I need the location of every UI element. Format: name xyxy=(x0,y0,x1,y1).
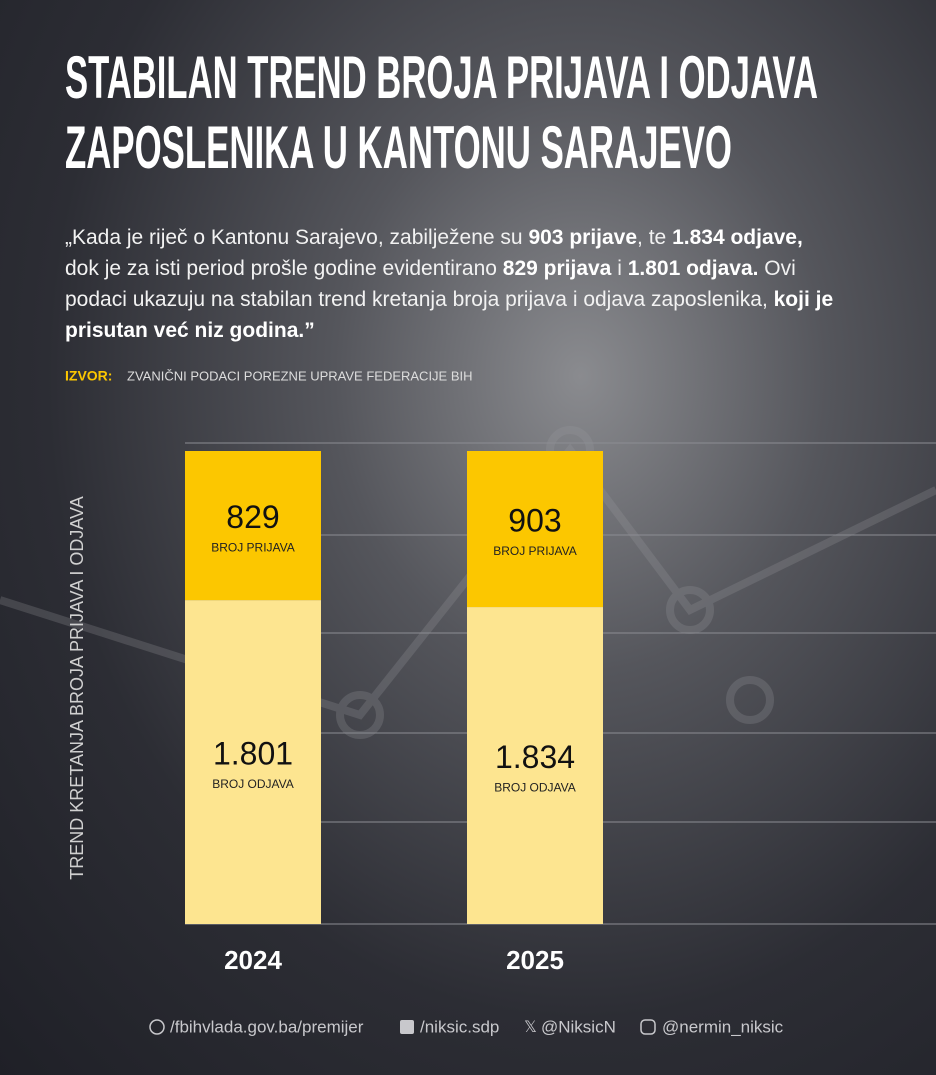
x-icon: 𝕏 xyxy=(524,1019,537,1036)
value-label: 1.801 xyxy=(213,736,293,772)
instagram-icon xyxy=(640,1019,656,1035)
bar-segment xyxy=(467,451,603,608)
footer-link: /niksic.sdp xyxy=(420,1017,499,1036)
series-label: BROJ ODJAVA xyxy=(494,781,576,795)
quote-part: 829 prijava xyxy=(502,257,612,280)
y-axis-label: TREND KRETANJA BROJA PRIJAVA I ODJAVA xyxy=(67,496,87,879)
footer-link: /fbihvlada.gov.ba/premijer xyxy=(170,1017,364,1036)
quote: „Kada je riječ o Kantonu Sarajevo, zabil… xyxy=(65,222,835,346)
source-label: IZVOR: xyxy=(65,368,112,384)
quote-part: , te xyxy=(637,226,673,249)
value-label: 1.834 xyxy=(495,739,575,775)
bar-segment xyxy=(467,607,603,924)
quote-part: i xyxy=(611,257,628,280)
source: ZVANIČNI PODACI POREZNE UPRAVE FEDERACIJ… xyxy=(127,368,473,383)
globe-icon xyxy=(149,1019,165,1035)
series-label: BROJ PRIJAVA xyxy=(211,541,295,555)
bar-segment xyxy=(185,451,321,601)
footer-link: @NiksicN xyxy=(541,1017,616,1036)
footer-link: @nermin_niksic xyxy=(662,1017,784,1036)
footer: /fbihvlada.gov.ba/premijer /niksic.sdp 𝕏… xyxy=(149,1017,784,1036)
x-tick-label: 2024 xyxy=(224,945,282,975)
quote-part: Ovi podaci ukazuju na stabilan trend kre… xyxy=(65,257,796,311)
title-line: ZAPOSLENIKA U KANTONU SARAJEVO xyxy=(65,114,732,181)
series-label: BROJ PRIJAVA xyxy=(493,544,577,558)
quote-part: dok je za isti period prošle godine evid… xyxy=(65,257,503,280)
quote-part: „Kada je riječ o Kantonu Sarajevo, zabil… xyxy=(65,226,529,249)
series-label: BROJ ODJAVA xyxy=(212,777,294,791)
quote-part: koji je prisutan već niz godina.” xyxy=(65,288,834,342)
x-tick-label: 2025 xyxy=(506,945,564,975)
quote-part: 903 prijave xyxy=(528,226,638,249)
facebook-icon xyxy=(400,1020,414,1034)
value-label: 903 xyxy=(508,502,561,538)
bar-segment xyxy=(185,600,321,924)
quote-part: 1.834 odjave, xyxy=(672,226,803,249)
quote-part: 1.801 odjava. xyxy=(627,257,759,280)
value-label: 829 xyxy=(226,499,279,535)
title-line: STABILAN TREND BROJA PRIJAVA I ODJAVA xyxy=(65,44,818,111)
